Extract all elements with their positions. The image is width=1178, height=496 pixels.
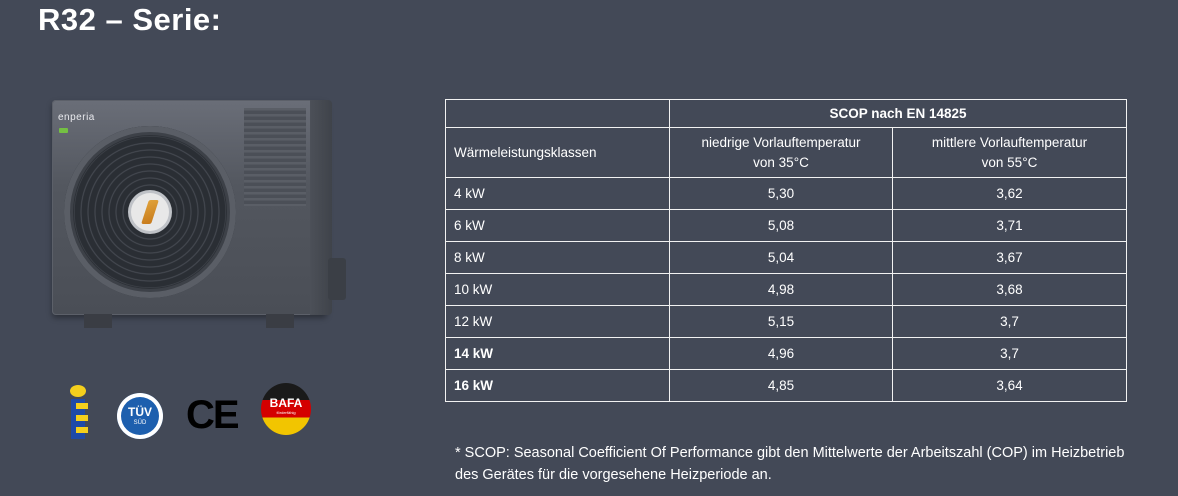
cell-class: 8 kW bbox=[445, 241, 670, 274]
tuv-text: TÜV bbox=[128, 405, 152, 419]
cell-low: 4,85 bbox=[669, 369, 893, 402]
table-row: 10 kW 4,98 3,68 bbox=[445, 273, 1127, 306]
tuv-sud-logo-icon: TÜV SÜD bbox=[117, 393, 163, 439]
bafa-text: BAFA bbox=[269, 396, 303, 410]
table-row: 16 kW 4,85 3,64 bbox=[445, 369, 1127, 402]
scop-table: SCOP nach EN 14825 Wärmeleistungsklassen… bbox=[445, 99, 1127, 402]
unit-foot-right bbox=[266, 314, 294, 328]
table-row: 6 kW 5,08 3,71 bbox=[445, 209, 1127, 242]
cell-mid: 3,68 bbox=[892, 273, 1127, 306]
cell-class: 12 kW bbox=[445, 305, 670, 338]
column-header-mid-line1: mittlere Vorlauftemperatur bbox=[931, 134, 1088, 150]
unit-foot-left bbox=[84, 314, 112, 328]
info-icon bbox=[66, 385, 92, 439]
cell-class: 4 kW bbox=[445, 177, 670, 210]
table-row: 8 kW 5,04 3,67 bbox=[445, 241, 1127, 274]
unit-side-panel bbox=[310, 100, 332, 315]
tuv-sub-text: SÜD bbox=[133, 420, 147, 426]
cell-low: 5,15 bbox=[669, 305, 893, 338]
unit-badge bbox=[59, 128, 68, 133]
empty-header-cell bbox=[445, 99, 670, 128]
column-header-mid-line2: von 55°C bbox=[981, 154, 1038, 170]
table-header-row: Wärmeleistungsklassen niedrige Vorlaufte… bbox=[445, 127, 1127, 178]
cell-low: 5,04 bbox=[669, 241, 893, 274]
heat-pump-image: enperia bbox=[52, 100, 346, 332]
cell-mid: 3,7 bbox=[892, 305, 1127, 338]
cell-low: 5,08 bbox=[669, 209, 893, 242]
cell-mid: 3,7 bbox=[892, 337, 1127, 370]
cell-mid: 3,71 bbox=[892, 209, 1127, 242]
column-header-mid: mittlere Vorlauftemperatur von 55°C bbox=[892, 127, 1127, 178]
table-row: 14 kW 4,96 3,7 bbox=[445, 337, 1127, 370]
cell-class: 14 kW bbox=[445, 337, 670, 370]
table-row: 12 kW 5,15 3,7 bbox=[445, 305, 1127, 338]
cell-low: 4,96 bbox=[669, 337, 893, 370]
cell-class: 10 kW bbox=[445, 273, 670, 306]
column-header-low-line1: niedrige Vorlauftemperatur bbox=[701, 134, 861, 150]
cell-class: 16 kW bbox=[445, 369, 670, 402]
footnote: * SCOP: Seasonal Coefficient Of Performa… bbox=[455, 445, 1125, 483]
column-header-low: niedrige Vorlauftemperatur von 35°C bbox=[669, 127, 893, 178]
bafa-sub-text: förderfähig bbox=[276, 410, 296, 415]
ce-mark-icon: CE bbox=[186, 393, 240, 437]
scop-group-header: SCOP nach EN 14825 bbox=[669, 99, 1127, 128]
cell-low: 5,30 bbox=[669, 177, 893, 210]
table-group-header-row: SCOP nach EN 14825 bbox=[445, 99, 1127, 128]
cell-mid: 3,67 bbox=[892, 241, 1127, 274]
unit-brand-label: enperia bbox=[58, 112, 95, 123]
unit-grille bbox=[244, 108, 306, 206]
cell-mid: 3,62 bbox=[892, 177, 1127, 210]
page-title: R32 – Serie: bbox=[38, 2, 222, 37]
cell-mid: 3,64 bbox=[892, 369, 1127, 402]
column-header-class: Wärmeleistungsklassen bbox=[445, 127, 670, 178]
cell-low: 4,98 bbox=[669, 273, 893, 306]
cell-class: 6 kW bbox=[445, 209, 670, 242]
table-row: 4 kW 5,30 3,62 bbox=[445, 177, 1127, 210]
unit-valve bbox=[328, 258, 346, 300]
bafa-logo-icon: BAFA förderfähig bbox=[261, 383, 311, 435]
column-header-low-line2: von 35°C bbox=[753, 154, 809, 170]
